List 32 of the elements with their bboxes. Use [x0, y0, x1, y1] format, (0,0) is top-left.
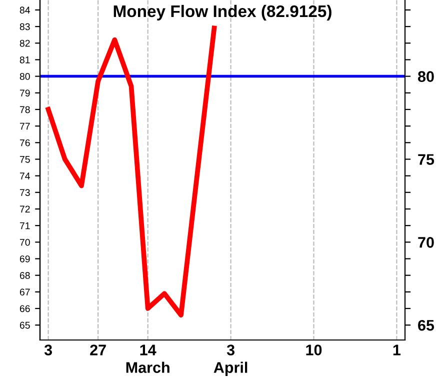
x-tick-label: 27 — [90, 344, 106, 356]
y-tick-label: 74 — [20, 172, 30, 180]
y-tick-label: 66 — [20, 305, 30, 312]
y2-tick-label: 65 — [418, 320, 434, 331]
y-tick-label: 65 — [20, 322, 30, 329]
y-tick-label: 83 — [20, 23, 30, 30]
y-tick-label: 67 — [20, 288, 30, 296]
y-tick-label: 73 — [20, 189, 30, 196]
x-tick-label: 3 April — [214, 344, 248, 376]
y-tick-label: 81 — [20, 56, 30, 64]
y-tick-label: 77 — [20, 122, 30, 130]
y-tick-label: 76 — [20, 139, 30, 146]
y-tick-label: 72 — [20, 206, 30, 212]
y-tick-label: 69 — [20, 255, 30, 262]
y-tick-label: 70 — [20, 238, 30, 246]
y-tick-label: 84 — [20, 6, 30, 14]
x-tick-label: 3 — [44, 344, 52, 356]
y-tick-label: 79 — [20, 90, 30, 96]
y2-tick-label: 80 — [418, 71, 434, 82]
y-tick-label: 68 — [20, 272, 30, 279]
y-tick-label: 71 — [20, 222, 30, 230]
y-tick-label: 80 — [20, 73, 30, 80]
y-tick-label: 78 — [20, 106, 30, 114]
x-tick-label: 10 — [306, 344, 322, 356]
y2-tick-label: 75 — [418, 154, 434, 165]
y-tick-label: 75 — [20, 156, 30, 163]
line-series — [46, 26, 217, 318]
y-tick-label: 82 — [20, 40, 30, 47]
x-tick-label: 14 March — [126, 344, 170, 373]
chart-title: Money Flow Index (82.9125) — [114, 4, 332, 20]
y2-tick-label: 70 — [418, 237, 434, 248]
x-tick-label: 1 — [393, 344, 401, 356]
